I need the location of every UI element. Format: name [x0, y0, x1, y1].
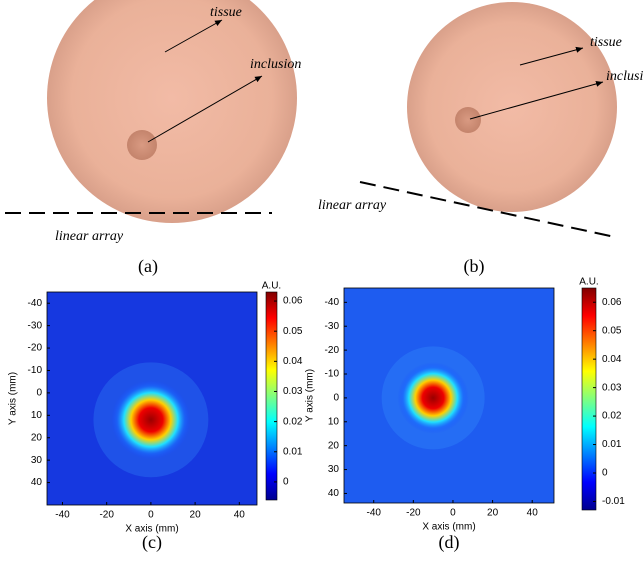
caption: (d)	[439, 532, 460, 553]
colorbar-tick-label: 0	[283, 477, 289, 488]
colorbar-tick-label: 0.02	[602, 411, 622, 422]
label: inclusion	[250, 57, 301, 72]
y-tick-label: -20	[28, 343, 43, 354]
colorbar-label: A.U.	[262, 281, 281, 292]
y-tick-label: -30	[325, 321, 340, 332]
x-tick-label: -40	[366, 508, 381, 519]
y-tick-label: 0	[333, 393, 339, 404]
hotspot	[397, 362, 468, 433]
y-tick-label: -40	[28, 298, 43, 309]
y-axis-label: Y axis (mm)	[305, 369, 316, 422]
x-tick-label: 0	[450, 508, 456, 519]
y-tick-label: 0	[36, 388, 42, 399]
label: tissue	[590, 35, 622, 50]
x-tick-label: 40	[527, 508, 539, 519]
colorbar-tick-label: 0.03	[602, 382, 622, 393]
heatmap-panel: -40 -20 0 20 40 -40 -30 -20 -10 0 10 20 30 40 X axis (…	[305, 277, 626, 553]
colorbar-tick-label: 0.06	[602, 297, 622, 308]
y-tick-label: -30	[28, 320, 43, 331]
y-tick-label: 30	[31, 455, 43, 466]
colorbar	[582, 288, 596, 510]
heatmaps: -40 -20 0 20 40 -40 -30 -20 -10 0 10 20 30 40 X axis (…	[8, 277, 626, 553]
label: linear array	[318, 198, 387, 213]
x-tick-label: -20	[99, 510, 114, 521]
y-tick-label: 20	[328, 440, 340, 451]
caption: (b)	[464, 256, 485, 277]
colorbar-label: A.U.	[579, 277, 598, 288]
y-axis-label: Y axis (mm)	[8, 372, 19, 425]
label: inclusi	[606, 69, 643, 84]
colorbar-tick-label: 0.01	[602, 439, 622, 450]
y-tick-label: 10	[328, 416, 340, 427]
panel-b: tissue inclusi linear array (b)	[318, 2, 643, 277]
y-tick-label: 40	[328, 488, 340, 499]
x-tick-label: 20	[487, 508, 499, 519]
x-tick-label: 20	[190, 510, 202, 521]
x-axis-label: X axis (mm)	[422, 522, 475, 533]
colorbar-tick-label: -0.01	[602, 496, 625, 507]
colorbar-tick-label: 0.01	[283, 446, 303, 457]
y-tick-label: 20	[31, 432, 43, 443]
inclusion-sphere	[455, 107, 481, 133]
colorbar-tick-label: 0.02	[283, 416, 303, 427]
panel-a: tissue inclusion linear array (a)	[5, 0, 301, 277]
colorbar-tick-label: 0	[602, 468, 608, 479]
y-tick-label: -10	[325, 369, 340, 380]
figure: tissue inclusion linear array (a) tissue…	[0, 0, 643, 565]
page: tissue inclusion linear array (a) tissue…	[0, 0, 643, 570]
colorbar-tick-label: 0.05	[283, 326, 303, 337]
label: tissue	[210, 5, 242, 20]
label: linear array	[55, 229, 124, 244]
x-tick-label: -20	[406, 508, 421, 519]
colorbar-tick-label: 0.05	[602, 325, 622, 336]
x-tick-label: 40	[234, 510, 246, 521]
y-tick-label: 10	[31, 410, 43, 421]
inclusion-sphere	[127, 130, 157, 160]
y-tick-label: 30	[328, 464, 340, 475]
x-tick-label: -40	[55, 510, 70, 521]
caption: (a)	[138, 256, 158, 277]
colorbar-tick-label: 0.03	[283, 386, 303, 397]
colorbar-tick-label: 0.04	[283, 356, 303, 367]
hotspot	[111, 380, 191, 460]
y-tick-label: 40	[31, 477, 43, 488]
x-tick-label: 0	[148, 510, 154, 521]
y-tick-label: -20	[325, 345, 340, 356]
colorbar-tick-label: 0.04	[602, 354, 622, 365]
y-tick-label: -40	[325, 297, 340, 308]
tissue-sphere	[47, 0, 297, 223]
colorbar-tick-label: 0.06	[283, 296, 303, 307]
caption: (c)	[142, 532, 162, 553]
colorbar	[266, 292, 277, 500]
y-tick-label: -10	[28, 365, 43, 376]
